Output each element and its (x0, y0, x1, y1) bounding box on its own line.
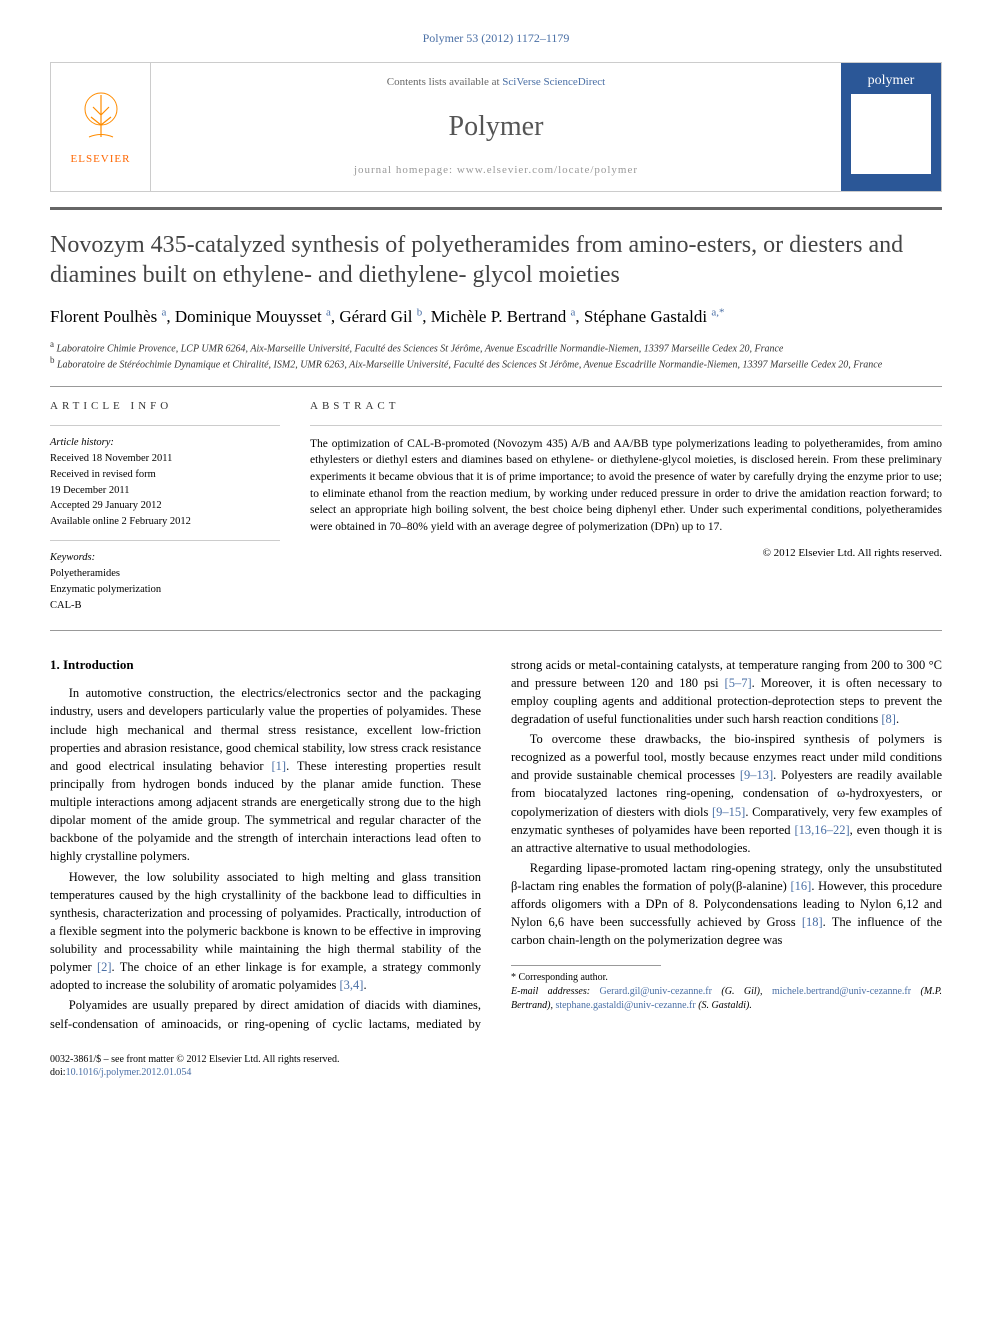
history-line: 19 December 2011 (50, 484, 280, 499)
doi-line: doi:10.1016/j.polymer.2012.01.054 (50, 1066, 942, 1079)
doi-prefix: doi: (50, 1067, 66, 1078)
history-line: Received 18 November 2011 (50, 452, 280, 467)
corresponding-author: * Corresponding author. (511, 971, 942, 986)
keyword: CAL-B (50, 599, 280, 614)
journal-center: Contents lists available at SciVerse Sci… (151, 63, 841, 191)
email-address[interactable]: michele.bertrand@univ-cezanne.fr (772, 986, 911, 997)
article-info: ARTICLE INFO Article history: Received 1… (50, 399, 280, 614)
keywords-heading: Keywords: (50, 551, 280, 566)
keyword: Polyetheramides (50, 567, 280, 582)
abstract-divider (310, 425, 942, 426)
journal-homepage[interactable]: journal homepage: www.elsevier.com/locat… (354, 163, 638, 178)
body-paragraph: Regarding lipase-promoted lactam ring-op… (511, 859, 942, 950)
header-citation: Polymer 53 (2012) 1172–1179 (50, 30, 942, 47)
journal-name: Polymer (449, 107, 544, 146)
authors: Florent Poulhès a, Dominique Mouysset a,… (50, 305, 942, 329)
info-rule-top (50, 386, 942, 387)
abstract-text: The optimization of CAL-B-promoted (Novo… (310, 436, 942, 536)
article-info-heading: ARTICLE INFO (50, 399, 280, 414)
body-paragraph: In automotive construction, the electric… (50, 684, 481, 865)
contents-available: Contents lists available at SciVerse Sci… (387, 75, 605, 90)
email-addresses: E-mail addresses: Gerard.gil@univ-cezann… (511, 985, 942, 1013)
history-heading: Article history: (50, 436, 280, 451)
footer-separator (511, 965, 661, 966)
email-name: (G. Gil) (721, 986, 760, 997)
body-text: 1. Introduction In automotive constructi… (50, 656, 942, 1033)
cover-thumbnail (851, 94, 931, 174)
email-address[interactable]: Gerard.gil@univ-cezanne.fr (599, 986, 712, 997)
article-title: Novozym 435-catalyzed synthesis of polye… (50, 230, 942, 290)
front-matter-line: 0032-3861/$ – see front matter © 2012 El… (50, 1053, 942, 1066)
doi-block: 0032-3861/$ – see front matter © 2012 El… (50, 1053, 942, 1079)
elsevier-tree-icon (71, 87, 131, 147)
affiliations: a Laboratoire Chimie Provence, LCP UMR 6… (50, 339, 942, 372)
doi-link[interactable]: 10.1016/j.polymer.2012.01.054 (66, 1067, 192, 1078)
email-address[interactable]: stephane.gastaldi@univ-cezanne.fr (555, 1000, 695, 1011)
history-line: Accepted 29 January 2012 (50, 499, 280, 514)
elsevier-label: ELSEVIER (71, 152, 131, 167)
elsevier-logo-box: ELSEVIER (51, 63, 151, 191)
info-divider-2 (50, 540, 280, 541)
email-name: (S. Gastaldi) (698, 1000, 749, 1011)
contents-text: Contents lists available at (387, 76, 502, 88)
history-line: Received in revised form (50, 468, 280, 483)
body-paragraph: To overcome these drawbacks, the bio-ins… (511, 730, 942, 857)
body-rule (50, 630, 942, 631)
affiliation: b Laboratoire de Stéréochimie Dynamique … (50, 355, 942, 371)
abstract-heading: ABSTRACT (310, 399, 942, 414)
journal-header: ELSEVIER Contents lists available at Sci… (50, 62, 942, 192)
journal-cover: polymer (841, 63, 941, 191)
sciencedirect-link[interactable]: SciVerse ScienceDirect (502, 76, 605, 88)
affiliation: a Laboratoire Chimie Provence, LCP UMR 6… (50, 339, 942, 355)
abstract-column: ABSTRACT The optimization of CAL-B-promo… (310, 399, 942, 614)
info-abstract-row: ARTICLE INFO Article history: Received 1… (50, 399, 942, 614)
title-rule (50, 207, 942, 210)
copyright-text: © 2012 Elsevier Ltd. All rights reserved… (310, 546, 942, 561)
info-divider-1 (50, 425, 280, 426)
email-label: E-mail addresses: (511, 986, 599, 997)
section-heading: 1. Introduction (50, 656, 481, 675)
history-line: Available online 2 February 2012 (50, 515, 280, 530)
body-paragraph: However, the low solubility associated t… (50, 868, 481, 995)
cover-label: polymer (868, 71, 915, 91)
keyword: Enzymatic polymerization (50, 583, 280, 598)
